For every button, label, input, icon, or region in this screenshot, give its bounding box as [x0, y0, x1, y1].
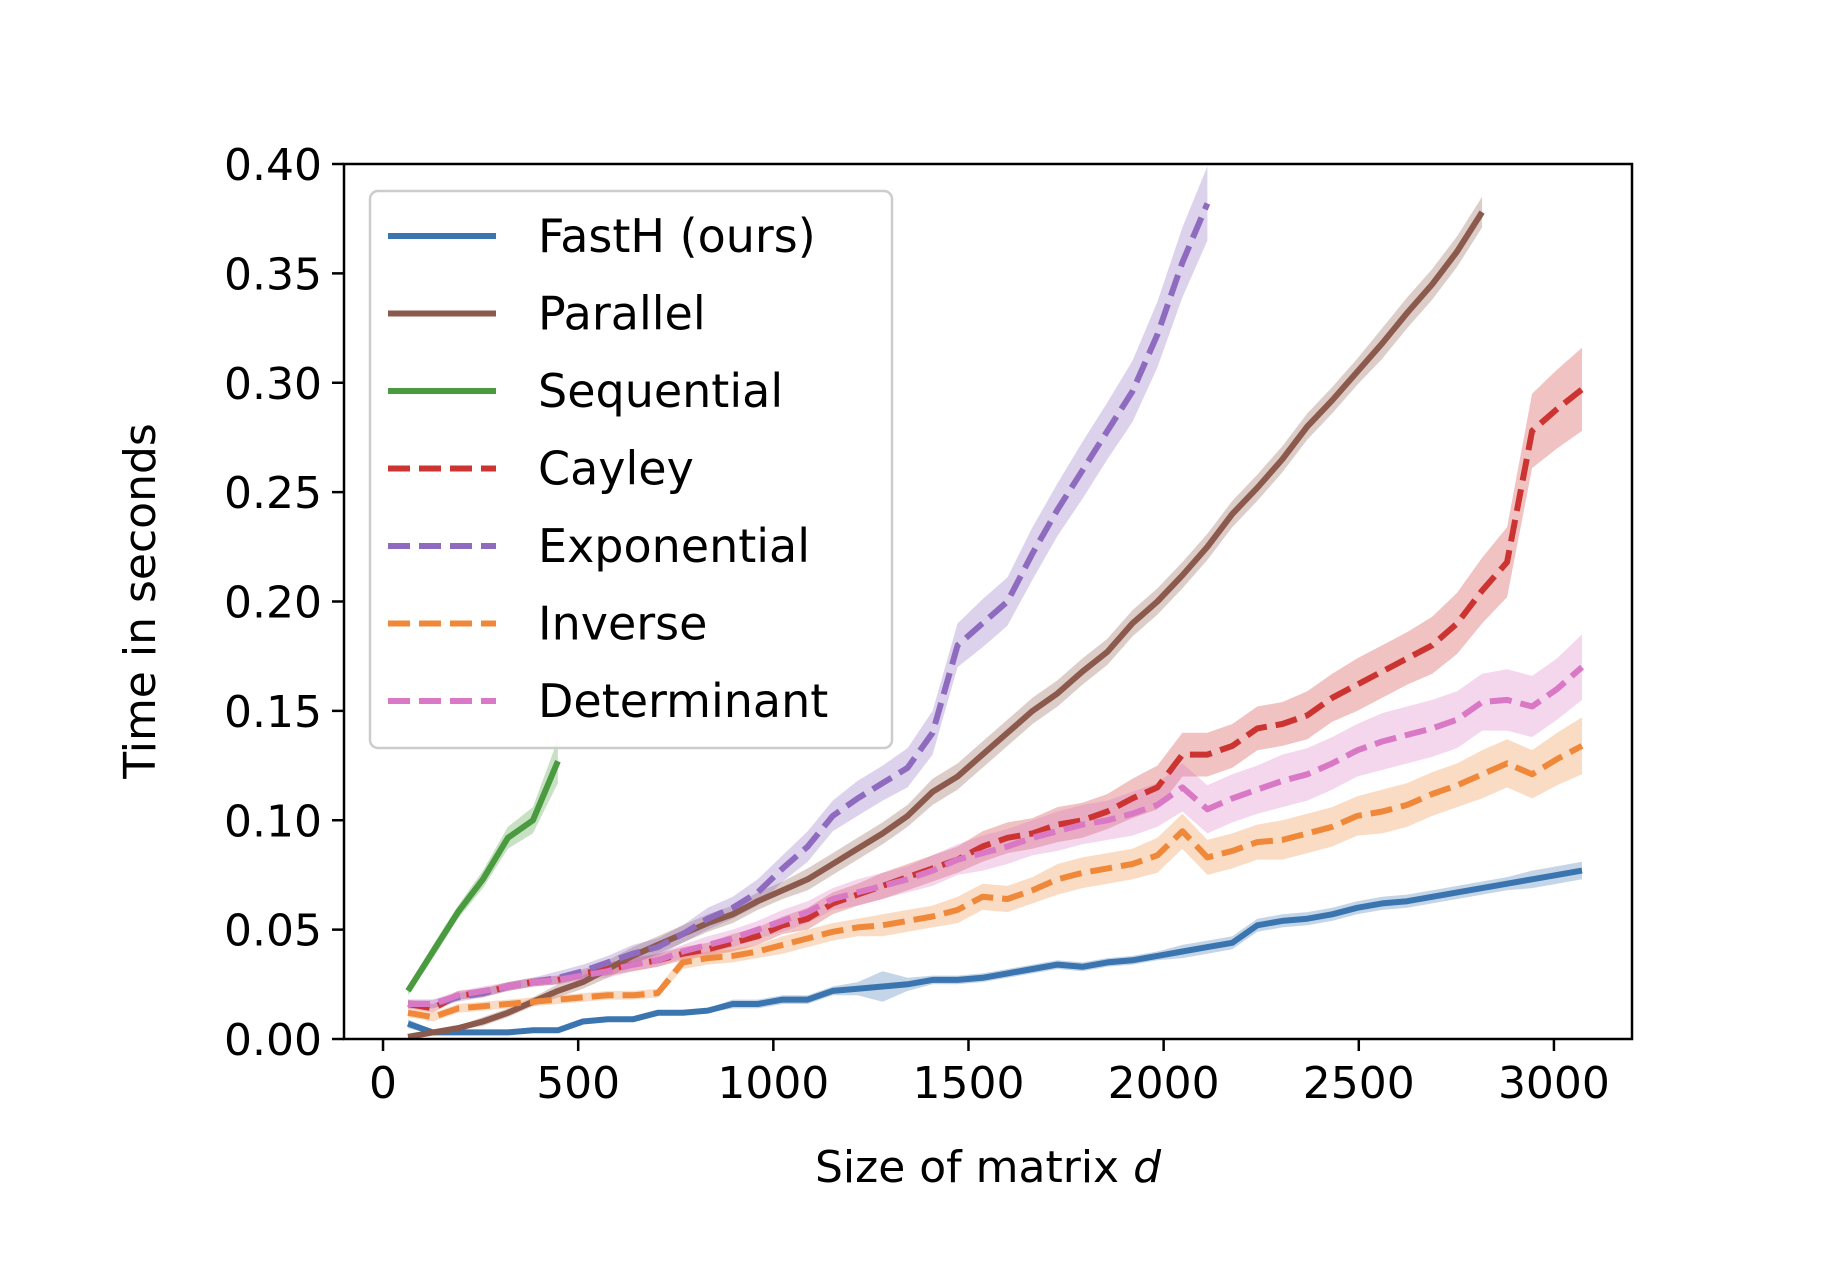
legend: FastH (ours) Parallel Sequential Cayley Expo… [368, 189, 894, 750]
band-exponential [408, 166, 1208, 1009]
band-cayley [408, 347, 1582, 1013]
x-tick-label: 1500 [912, 1058, 1024, 1109]
legend-box [368, 189, 894, 750]
x-axis-label-var: d [1133, 1142, 1162, 1193]
y-tick-label: 0.05 [224, 906, 322, 957]
series-lines [405, 202, 1584, 1039]
y-tick-label: 0.15 [224, 687, 322, 738]
legend-label-fasth-ours: FastH (ours) [538, 209, 816, 263]
y-tick-label: 0.00 [224, 1015, 322, 1066]
y-tick-label: 0.30 [224, 359, 322, 410]
series-line-parallel [407, 210, 1485, 1039]
x-tick-label: 0 [369, 1058, 397, 1109]
series-line-sequential [405, 760, 561, 993]
legend-label-cayley: Cayley [538, 442, 694, 496]
x-axis-label-text: Size of matrix [815, 1142, 1119, 1193]
y-tick-label: 0.25 [224, 468, 322, 519]
y-tick-label: 0.35 [224, 249, 322, 300]
legend-label-determinant: Determinant [538, 674, 828, 728]
x-tick-label: 2000 [1108, 1058, 1220, 1109]
series-line-fasth-ours [407, 867, 1583, 1036]
y-axis-label: Time in seconds [115, 423, 166, 780]
series-line-determinant [408, 664, 1584, 1007]
y-tick-label: 0.10 [224, 796, 322, 847]
x-axis: 0 500 1000 1500 2000 2500 3000 [369, 1039, 1610, 1109]
y-tick-label: 0.20 [224, 578, 322, 629]
y-tick-label: 0.40 [224, 140, 322, 191]
x-axis-label: Size of matrix d [815, 1142, 1162, 1193]
x-tick-label: 3000 [1498, 1058, 1610, 1109]
y-axis: 0.00 0.05 0.10 0.15 0.20 0.25 0.30 0.35 0.40 [224, 140, 344, 1066]
x-tick-label: 2500 [1303, 1058, 1415, 1109]
legend-label-parallel: Parallel [538, 287, 706, 341]
x-tick-label: 1000 [717, 1058, 829, 1109]
series-line-inverse [407, 743, 1584, 1021]
legend-label-sequential: Sequential [538, 364, 783, 418]
x-tick-label: 500 [536, 1058, 620, 1109]
legend-label-inverse: Inverse [538, 597, 707, 651]
legend-label-exponential: Exponential [538, 519, 810, 573]
